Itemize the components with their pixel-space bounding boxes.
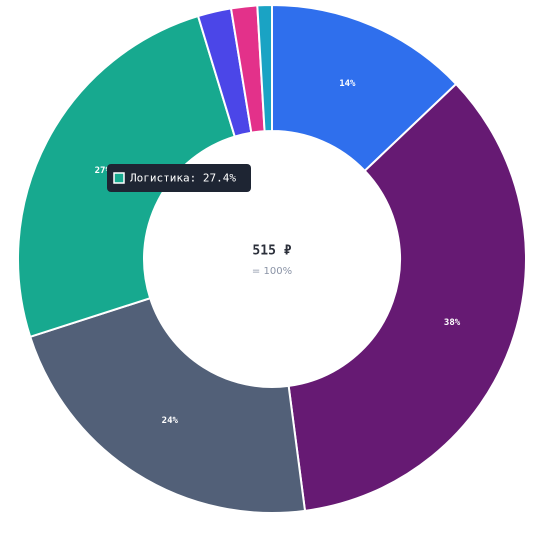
tooltip-box xyxy=(107,164,251,192)
tooltip-text: Логистика: 27.4% xyxy=(130,172,236,185)
donut-segment xyxy=(256,3,273,133)
value-label: 24% xyxy=(162,416,179,426)
value-label: 38% xyxy=(444,318,461,328)
center-sublabel: = 100% xyxy=(252,266,292,277)
center-label: 515 ₽ xyxy=(252,244,291,259)
tooltip-swatch xyxy=(113,172,125,184)
donut-segment xyxy=(287,82,527,512)
donut-segment xyxy=(28,296,307,514)
value-label: 14% xyxy=(339,79,356,89)
value-label: 27% xyxy=(95,166,112,176)
tooltip: Логистика: 27.4% xyxy=(107,164,251,192)
